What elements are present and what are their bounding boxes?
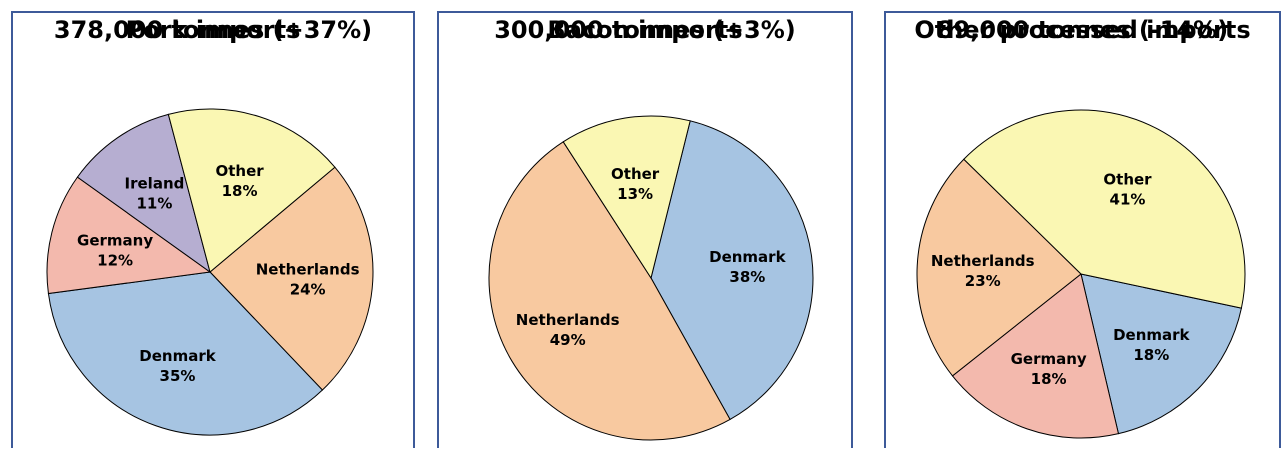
pie-slice-other <box>167 108 336 273</box>
slice-label-netherlands: Netherlands <box>256 260 360 278</box>
chart-panel-pork: Pork imports 378,000 tonnes (+37%) Nethe… <box>11 11 415 448</box>
pie-slice-netherlands <box>916 158 1082 377</box>
chart-title: Other processed imports <box>914 16 1251 44</box>
slice-value-denmark: 38% <box>729 268 765 286</box>
slice-label-denmark: Denmark <box>709 248 786 266</box>
slice-label-other: Other <box>611 165 660 183</box>
slice-label-netherlands: Netherlands <box>516 311 620 329</box>
slice-label-other: Other <box>1103 170 1152 188</box>
slice-label-germany: Germany <box>77 231 153 249</box>
pie-slice-germany <box>46 176 212 295</box>
slice-label-netherlands: Netherlands <box>931 252 1035 270</box>
slice-label-denmark: Denmark <box>139 347 216 365</box>
pie-slice-other <box>562 115 691 280</box>
pie-chart-other-processed: Denmark 18% Germany 18% Netherlands 23% Other 4… <box>916 109 1246 439</box>
slice-value-other: 41% <box>1110 190 1146 208</box>
slice-value-germany: 12% <box>97 251 133 269</box>
slice-label-ireland: Ireland <box>125 174 185 192</box>
pie-chart-bacon: Denmark 38% Netherlands 49% Other 13% <box>488 115 814 441</box>
chart-subtitle: 89,000 tonnes (-14%) <box>936 16 1229 44</box>
slice-label-denmark: Denmark <box>1113 326 1190 344</box>
slice-value-netherlands: 23% <box>965 272 1001 290</box>
slice-value-netherlands: 24% <box>290 280 326 298</box>
pie-slice-netherlands <box>209 166 374 391</box>
chart-panel-other-processed: Other processed imports 89,000 tonnes (-… <box>884 11 1281 448</box>
pie-slice-germany <box>951 273 1120 439</box>
slice-label-other: Other <box>215 162 264 180</box>
chart-subtitle: 378,000 tonnes (+37%) <box>53 16 373 44</box>
slice-value-ireland: 11% <box>137 194 173 212</box>
slice-value-germany: 18% <box>1031 370 1067 388</box>
pie-slice-denmark <box>1080 273 1243 435</box>
slice-value-denmark: 35% <box>160 367 196 385</box>
chart-subtitle: 300,000 tonnes (+3%) <box>494 16 796 44</box>
chart-title: Pork imports <box>125 16 301 44</box>
chart-title: Bacon imports <box>547 16 743 44</box>
chart-panel-bacon: Bacon imports 300,000 tonnes (+3%) Denma… <box>437 11 853 448</box>
slice-value-denmark: 18% <box>1133 346 1169 364</box>
slice-value-other: 13% <box>617 185 653 203</box>
slice-value-netherlands: 49% <box>550 331 586 349</box>
pie-slice-ireland <box>76 113 211 274</box>
pie-slice-netherlands <box>488 141 731 441</box>
slice-value-other: 18% <box>222 182 258 200</box>
pie-slice-denmark <box>650 120 814 421</box>
pie-slice-denmark <box>47 271 324 436</box>
pie-chart-pork: Netherlands 24% Denmark 35% Germany 12% Irelan… <box>46 108 374 436</box>
slice-label-germany: Germany <box>1011 350 1087 368</box>
pie-slice-other <box>963 109 1246 309</box>
